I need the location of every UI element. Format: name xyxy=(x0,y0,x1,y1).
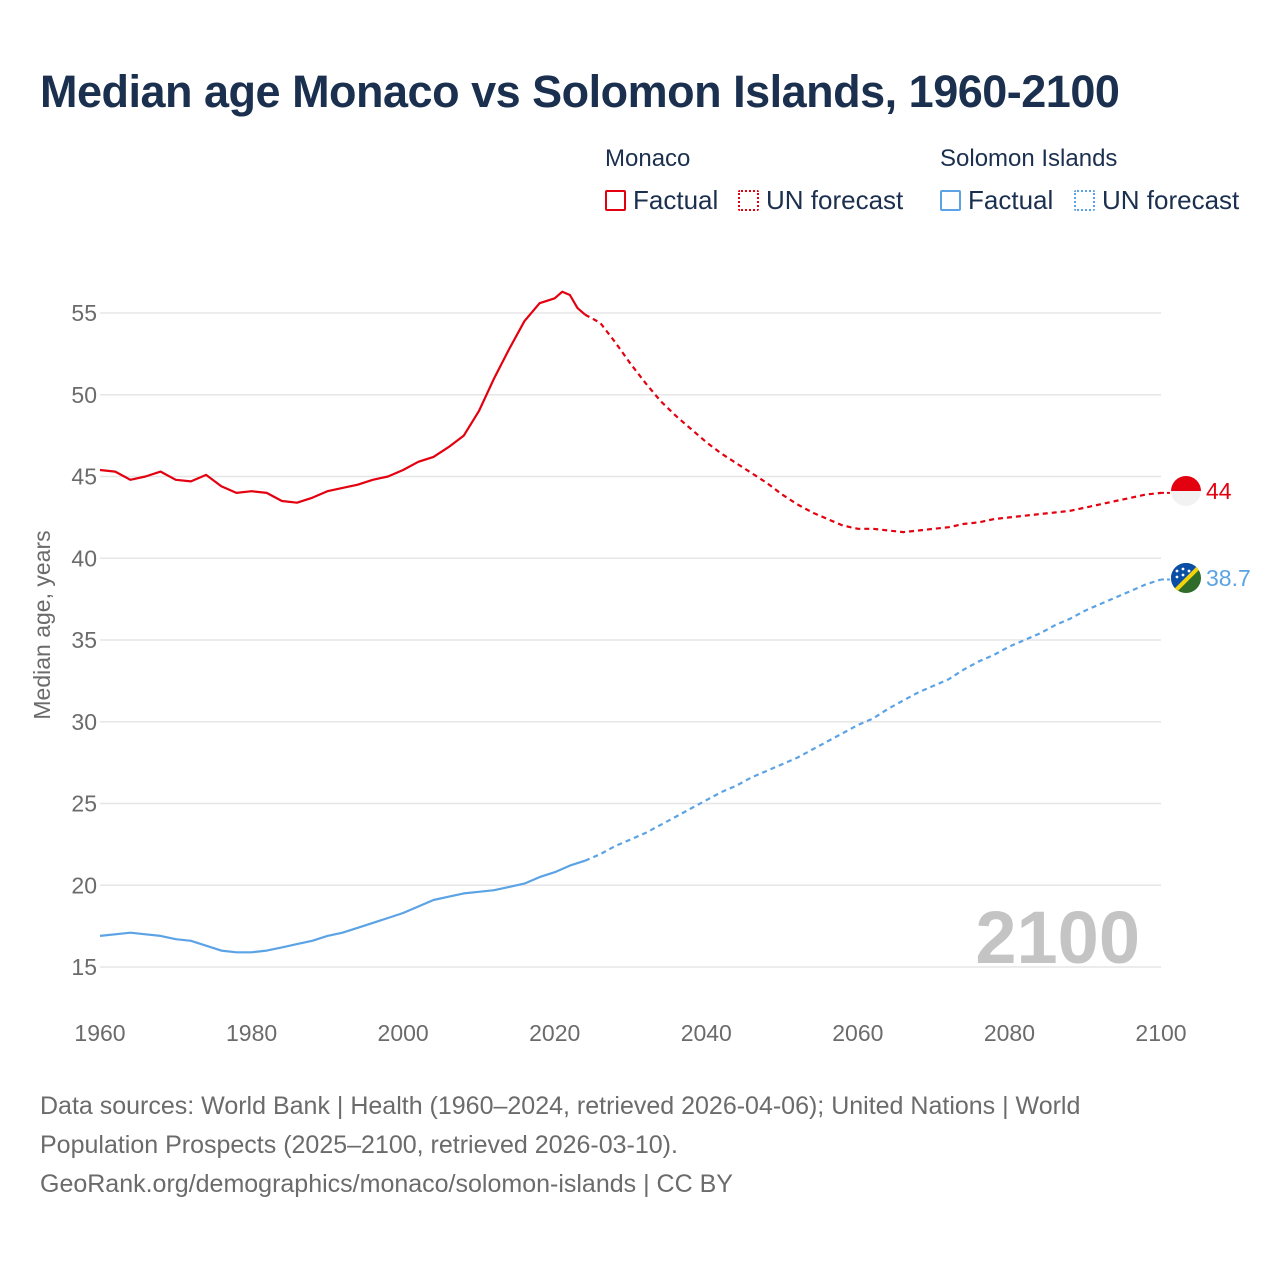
series-monaco-factual-line xyxy=(99,290,586,504)
x-tick-label: 2100 xyxy=(1135,1020,1186,1046)
y-axis-label: Median age, years xyxy=(29,530,55,719)
series-solomon-islands-forecast-line xyxy=(584,578,1162,862)
legend-swatch-monaco-factual xyxy=(605,189,626,211)
x-tick-label: 2060 xyxy=(832,1020,883,1046)
series-lines xyxy=(99,290,1172,954)
legend-monaco-factual[interactable]: Factual xyxy=(605,184,719,215)
x-tick-label: 1980 xyxy=(226,1020,277,1046)
legend-solomon-forecast[interactable]: UN forecast xyxy=(1074,184,1240,215)
footer-link[interactable]: GeoRank.org/demographics/monaco/solomon-… xyxy=(40,1170,733,1198)
footer-line: Data sources: World Bank | Health (1960–… xyxy=(40,1092,1081,1120)
legend-label: UN forecast xyxy=(766,184,904,215)
legend-label: Factual xyxy=(633,184,719,215)
y-tick-label: 45 xyxy=(71,464,97,490)
monaco-flag-icon xyxy=(1171,476,1201,506)
footer-line: Population Prospects (2025–2100, retriev… xyxy=(40,1131,678,1159)
x-axis: 1960 1980 2000 2020 2040 2060 2080 2100 xyxy=(74,1020,1186,1046)
legend-swatch-solomon-factual xyxy=(940,189,961,211)
y-tick-label: 50 xyxy=(71,382,97,408)
year-watermark: 2100 xyxy=(975,896,1140,979)
x-tick-label: 2040 xyxy=(681,1020,732,1046)
x-tick-label: 1960 xyxy=(74,1020,125,1046)
legend-label: Factual xyxy=(968,184,1054,215)
monaco-end-label: 44 xyxy=(1206,478,1232,504)
y-tick-label: 20 xyxy=(71,872,97,898)
series-solomon-islands-factual-line xyxy=(99,859,586,954)
x-tick-label: 2020 xyxy=(529,1020,580,1046)
legend-group-monaco: Monaco xyxy=(605,145,691,172)
y-tick-label: 55 xyxy=(71,300,97,326)
footer-source: Data sources: World Bank | Health (1960–… xyxy=(40,1087,1220,1204)
legend-swatch-solomon-forecast xyxy=(1074,189,1095,211)
y-tick-label: 40 xyxy=(71,545,97,571)
legend-label: UN forecast xyxy=(1102,184,1240,215)
solomon-islands-flag-icon xyxy=(1171,563,1201,593)
solomon-end-label: 38.7 xyxy=(1206,565,1251,591)
grid-lines xyxy=(100,312,1161,968)
y-tick-label: 15 xyxy=(71,954,97,980)
y-tick-label: 35 xyxy=(71,627,97,653)
legend-monaco-forecast[interactable]: UN forecast xyxy=(738,184,904,215)
series-monaco-forecast-line xyxy=(584,313,1162,534)
legend-solomon-factual[interactable]: Factual xyxy=(940,184,1054,215)
y-tick-label: 25 xyxy=(71,791,97,817)
x-tick-label: 2080 xyxy=(984,1020,1035,1046)
chart-title: Median age Monaco vs Solomon Islands, 19… xyxy=(40,66,1120,117)
legend-swatch-monaco-forecast xyxy=(738,189,759,211)
legend-group-solomon-islands: Solomon Islands xyxy=(940,145,1118,172)
y-axis: 15 20 25 30 35 40 45 50 55 xyxy=(71,300,97,980)
y-tick-label: 30 xyxy=(71,709,97,735)
x-tick-label: 2000 xyxy=(378,1020,429,1046)
